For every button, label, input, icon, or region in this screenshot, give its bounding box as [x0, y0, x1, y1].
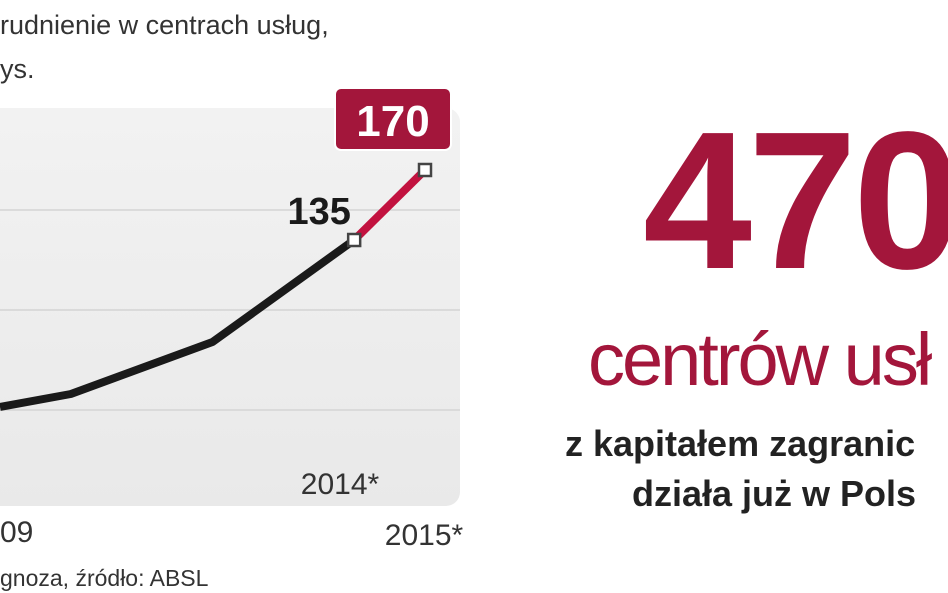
x-tick-label: 2014*	[301, 468, 380, 501]
source-note: gnoza, źródło: ABSL	[0, 565, 209, 591]
x-tick-label: 2015*	[385, 519, 464, 552]
point-marker	[346, 232, 362, 248]
headline-number: 470	[643, 91, 948, 310]
chart-title: rudnienie w centrach usług,	[0, 10, 329, 40]
headline-line: centrów usł	[588, 318, 932, 401]
headline-line: z kapitałem zagranic	[565, 423, 915, 464]
value-label: 170	[356, 97, 429, 146]
chart-subtitle: ys.	[0, 54, 35, 84]
x-tick-label: 09	[0, 516, 33, 549]
value-label: 135	[287, 191, 350, 233]
point-marker	[417, 162, 433, 178]
headline-line: działa już w Pols	[632, 473, 916, 514]
chart-background	[0, 108, 460, 506]
value-label-box	[334, 87, 452, 151]
series-line	[351, 167, 428, 243]
series-line	[0, 236, 357, 411]
